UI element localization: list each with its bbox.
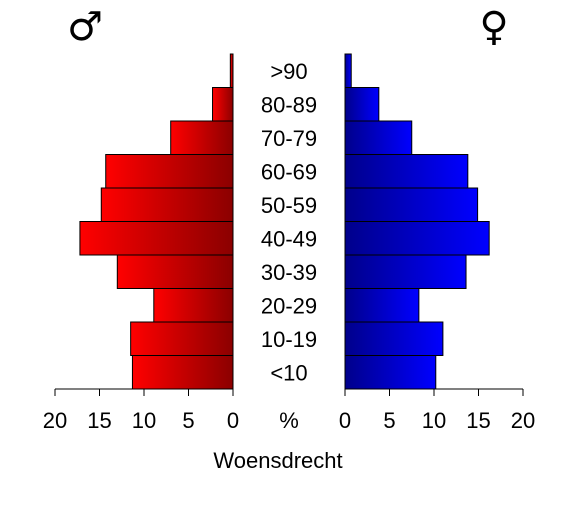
female-tick-label-20: 20 xyxy=(511,408,535,433)
male-tick-label-10: 10 xyxy=(132,408,156,433)
age-label-20-29: 20-29 xyxy=(261,293,317,318)
age-label-50-59: 50-59 xyxy=(261,193,317,218)
female-tick-label-10: 10 xyxy=(422,408,446,433)
female-bar-70-79 xyxy=(344,120,413,155)
male-x-axis: 0 5 10 15 20 xyxy=(43,388,239,433)
female-tick-label-15: 15 xyxy=(466,408,490,433)
age-label-30-39: 30-39 xyxy=(261,260,317,285)
female-symbol-icon: ♀ xyxy=(479,4,508,50)
age-label->90: >90 xyxy=(270,59,307,84)
center-axis-label: % xyxy=(279,408,299,433)
male-symbol-icon: ♂ xyxy=(67,4,103,50)
male-bar-<10 xyxy=(131,355,234,390)
female-x-axis: 0 5 10 15 20 xyxy=(339,388,535,433)
female-bar-50-59 xyxy=(344,187,479,222)
male-bar-10-19 xyxy=(130,321,234,356)
age-label-80-89: 80-89 xyxy=(261,92,317,117)
age-label-10-19: 10-19 xyxy=(261,327,317,352)
female-tick-label-5: 5 xyxy=(383,408,395,433)
male-bar-60-69 xyxy=(105,154,234,189)
male-bar-80-89 xyxy=(212,87,234,122)
female-bar-80-89 xyxy=(344,87,380,122)
male-bar-70-79 xyxy=(170,120,234,155)
female-bar-60-69 xyxy=(344,154,469,189)
female-bar-<10 xyxy=(344,355,437,390)
male-tick-label-0: 0 xyxy=(227,408,239,433)
male-bars xyxy=(79,53,234,390)
male-tick-label-20: 20 xyxy=(43,408,67,433)
female-tick-label-0: 0 xyxy=(339,408,351,433)
male-bar-20-29 xyxy=(153,288,234,323)
chart-caption: Woensdrecht xyxy=(213,448,342,473)
age-label-40-49: 40-49 xyxy=(261,226,317,251)
age-label-60-69: 60-69 xyxy=(261,159,317,184)
age-group-labels: <10 10-19 20-29 30-39 40-49 50-59 60-69 70-79 80… xyxy=(261,59,317,386)
female-bar-20-29 xyxy=(344,288,420,323)
age-label-70-79: 70-79 xyxy=(261,126,317,151)
male-bar->90 xyxy=(229,53,234,88)
male-bar-40-49 xyxy=(79,221,234,256)
male-tick-label-15: 15 xyxy=(87,408,111,433)
female-bar->90 xyxy=(344,53,352,88)
male-tick-label-5: 5 xyxy=(182,408,194,433)
female-bar-10-19 xyxy=(344,321,444,356)
female-bar-40-49 xyxy=(344,221,490,256)
male-bar-50-59 xyxy=(100,187,234,222)
female-bar-30-39 xyxy=(344,254,467,289)
age-label-<10: <10 xyxy=(270,360,307,385)
female-bars xyxy=(344,53,490,390)
male-bar-30-39 xyxy=(116,254,234,289)
